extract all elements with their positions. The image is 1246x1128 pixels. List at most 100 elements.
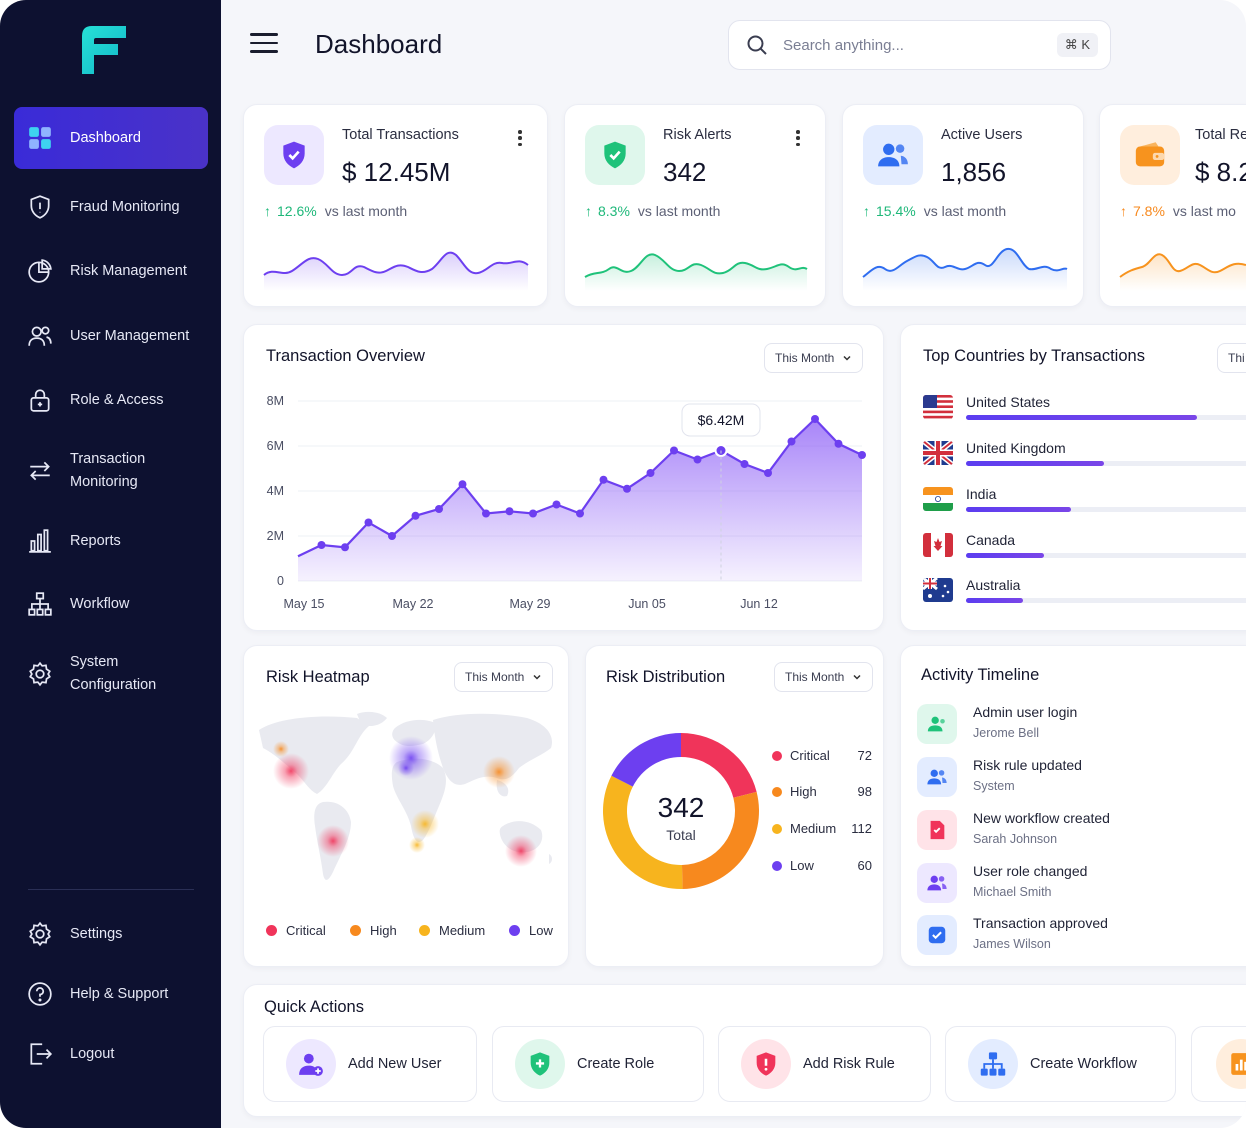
- card-title: Top Countries by Transactions: [923, 347, 1145, 365]
- heat-spot-critical: [317, 825, 349, 857]
- card-title: Transaction Overview: [266, 347, 425, 365]
- add-risk-rule-button[interactable]: Add Risk Rule: [718, 1026, 931, 1102]
- country-progress-track: [966, 461, 1246, 466]
- bar-chart-icon: [26, 527, 54, 555]
- user-icon: [917, 704, 957, 744]
- more-options-button[interactable]: [513, 127, 527, 149]
- country-name: United Kingdom: [966, 440, 1066, 456]
- sidebar-item-reports[interactable]: Reports: [14, 524, 208, 558]
- heat-spot-low: [398, 760, 414, 776]
- chart-point: [599, 475, 608, 484]
- quick-action-label: Create Workflow: [1030, 1056, 1137, 1072]
- dropdown-value: This Month: [465, 670, 525, 684]
- sidebar-item-role-access[interactable]: Role & Access: [14, 383, 208, 417]
- sidebar-item-label: System: [70, 654, 119, 670]
- create-role-button[interactable]: Create Role: [492, 1026, 704, 1102]
- sparkline-total-revenue: [1119, 253, 1246, 291]
- chart-point: [811, 415, 819, 423]
- legend-dot: [772, 786, 782, 797]
- chart-point: [458, 480, 467, 489]
- country-row: United Kingdom: [923, 437, 1246, 477]
- sidebar-item-transaction-monitoring[interactable]: Transaction Monitoring: [14, 447, 208, 495]
- sidebar-item-label-wrap: Transaction Monitoring: [70, 448, 145, 494]
- sidebar-item-help-support[interactable]: Help & Support: [14, 977, 208, 1011]
- timeline-item[interactable]: Admin user login Jerome Bell: [917, 702, 1246, 750]
- logout-icon: [26, 1040, 54, 1068]
- x-tick-label: May 29: [510, 597, 551, 611]
- sidebar-item-fraud-monitoring[interactable]: Fraud Monitoring: [14, 190, 208, 224]
- legend-dot: [772, 750, 782, 761]
- sidebar-item-label: Dashboard: [70, 129, 141, 146]
- sparkline-risk-alerts: [584, 253, 808, 291]
- country-progress-track: [966, 507, 1246, 512]
- legend-high: High: [350, 923, 397, 938]
- create-workflow-button[interactable]: Create Workflow: [945, 1026, 1176, 1102]
- period-dropdown[interactable]: This Month: [774, 662, 874, 692]
- distribution-label: Critical: [790, 748, 830, 763]
- chart-point: [505, 507, 514, 516]
- period-dropdown[interactable]: This Month: [764, 343, 864, 373]
- quick-actions-card: Quick Actions Add New User Create Role A…: [243, 984, 1246, 1117]
- legend-dot: [509, 925, 520, 936]
- quick-action-label: Add Risk Rule: [803, 1056, 895, 1072]
- sidebar-item-dashboard[interactable]: Dashboard: [14, 107, 208, 169]
- dropdown-value: Thi: [1228, 351, 1245, 365]
- search-bar[interactable]: ⌘ K: [728, 20, 1111, 70]
- more-options-button[interactable]: [791, 127, 805, 149]
- stat-label: Risk Alerts: [663, 127, 732, 143]
- period-dropdown[interactable]: Thi: [1217, 343, 1246, 373]
- timeline-subtitle: Jerome Bell: [973, 726, 1039, 740]
- chevron-down-icon: [853, 674, 861, 680]
- chart-point: [552, 500, 561, 509]
- timeline-item[interactable]: Transaction approved James Wilson: [917, 913, 1246, 961]
- country-row: Canada: [923, 529, 1246, 569]
- app-logo: [82, 26, 126, 74]
- add-new-user-button[interactable]: Add New User: [263, 1026, 477, 1102]
- stat-value: 1,856: [941, 157, 1007, 187]
- y-tick-label: 6M: [267, 439, 284, 453]
- sidebar-item-settings[interactable]: Settings: [14, 917, 208, 951]
- users-icon: [863, 125, 923, 185]
- period-dropdown[interactable]: This Month: [454, 662, 554, 692]
- timeline-title: New workflow created: [973, 810, 1110, 826]
- stat-change-label: vs last month: [637, 203, 721, 219]
- card-title: Quick Actions: [264, 998, 364, 1016]
- stat-change: ↑ 15.4% vs last month: [863, 203, 1006, 219]
- hamburger-menu-button[interactable]: [250, 33, 278, 57]
- chart-area-fill: [298, 419, 862, 581]
- country-name: Australia: [966, 577, 1021, 593]
- timeline-item[interactable]: Risk rule updated System: [917, 755, 1246, 803]
- tooltip-value: $6.42M: [698, 412, 745, 428]
- arrows-icon: [26, 457, 54, 485]
- search-input[interactable]: [783, 36, 1033, 54]
- stat-change-label: vs last mo: [1172, 203, 1236, 219]
- donut-segments: [603, 733, 759, 889]
- distribution-value: 72: [857, 748, 872, 763]
- distribution-value: 60: [857, 858, 872, 873]
- search-icon: [747, 35, 767, 55]
- stat-label: Active Users: [941, 127, 1023, 143]
- stat-change-percent: 7.8%: [1133, 203, 1165, 219]
- gear-icon: [26, 660, 54, 688]
- timeline-item[interactable]: New workflow created Sarah Johnson: [917, 808, 1246, 856]
- stat-change: ↑ 7.8% vs last mo: [1120, 203, 1236, 219]
- quick-action-label: Add New User: [348, 1056, 442, 1072]
- stat-change: ↑ 12.6% vs last month: [264, 203, 407, 219]
- timeline-title: Risk rule updated: [973, 757, 1082, 773]
- stat-change-percent: 8.3%: [598, 203, 630, 219]
- sidebar-item-system-configuration[interactable]: System Configuration: [14, 650, 208, 698]
- legend-label: High: [370, 923, 397, 938]
- sidebar-item-risk-management[interactable]: Risk Management: [14, 254, 208, 288]
- sidebar-item-workflow[interactable]: Workflow: [14, 587, 208, 621]
- chart-point: [623, 484, 631, 493]
- sidebar-item-user-management[interactable]: User Management: [14, 319, 208, 353]
- chart-point: [388, 532, 396, 540]
- timeline-item[interactable]: User role changed Michael Smith: [917, 861, 1246, 909]
- sidebar-item-label: Risk Management: [70, 262, 187, 279]
- sidebar-item-label-line2: Monitoring: [70, 474, 138, 490]
- heat-spot-medium: [409, 837, 425, 853]
- card-title: Risk Heatmap: [266, 668, 370, 686]
- report-quick-action-button[interactable]: [1191, 1026, 1246, 1102]
- y-tick-label: 8M: [267, 394, 284, 408]
- sidebar-item-logout[interactable]: Logout: [14, 1037, 208, 1071]
